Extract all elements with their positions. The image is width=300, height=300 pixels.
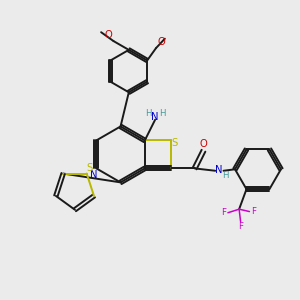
Text: N: N xyxy=(151,112,159,122)
Text: F: F xyxy=(238,222,243,231)
Text: H: H xyxy=(222,171,229,180)
Text: H: H xyxy=(146,109,152,118)
Text: H: H xyxy=(159,109,165,118)
Text: S: S xyxy=(86,163,92,173)
Text: N: N xyxy=(215,165,223,175)
Text: O: O xyxy=(104,30,112,40)
Text: N: N xyxy=(90,169,98,180)
Text: F: F xyxy=(251,207,256,216)
Text: O: O xyxy=(158,37,165,47)
Text: F: F xyxy=(221,208,226,217)
Text: S: S xyxy=(172,138,178,148)
Text: O: O xyxy=(200,139,207,149)
